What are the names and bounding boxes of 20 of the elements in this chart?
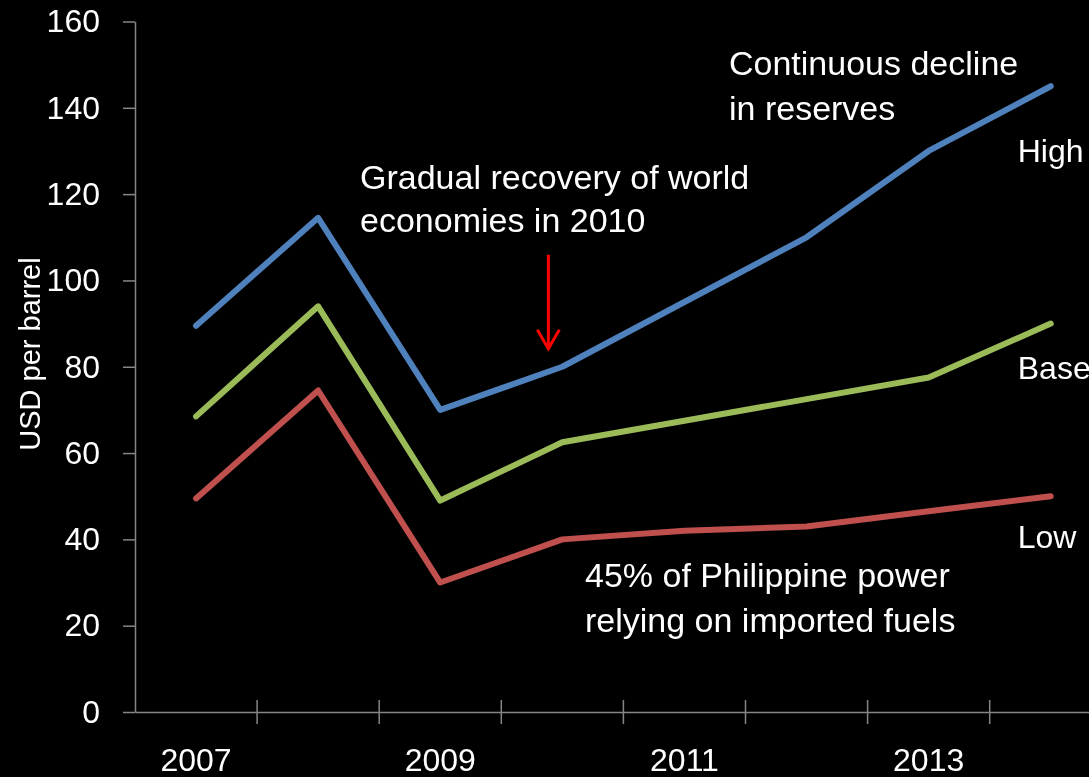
y-axis-title: USD per barrel [14, 257, 46, 451]
x-tick-label: 2007 [160, 741, 232, 777]
series-label: Low [1017, 519, 1078, 556]
annotation: 45% of Philippine power relying on imported fuels [585, 556, 956, 639]
y-tick-label: 120 [46, 175, 100, 212]
x-tick-label: 2011 [650, 741, 719, 777]
y-tick-label: 80 [64, 348, 100, 385]
y-tick-label: 40 [64, 521, 100, 558]
y-tick-label: 0 [82, 693, 100, 730]
series-label: Base [1017, 349, 1089, 386]
annotation: Gradual recovery of world economies in 2010 [360, 158, 750, 239]
y-tick-label: 160 [46, 3, 100, 40]
y-tick-label: 20 [64, 607, 100, 644]
y-tick-label: 60 [64, 434, 100, 471]
x-tick-label: 2009 [404, 741, 476, 777]
y-tick-label: 100 [46, 262, 100, 299]
y-tick-label: 140 [46, 89, 100, 126]
annotation: Continuous decline in reserves [729, 44, 1019, 127]
x-tick-label: 2013 [893, 741, 965, 777]
series-label: High [1017, 133, 1084, 170]
